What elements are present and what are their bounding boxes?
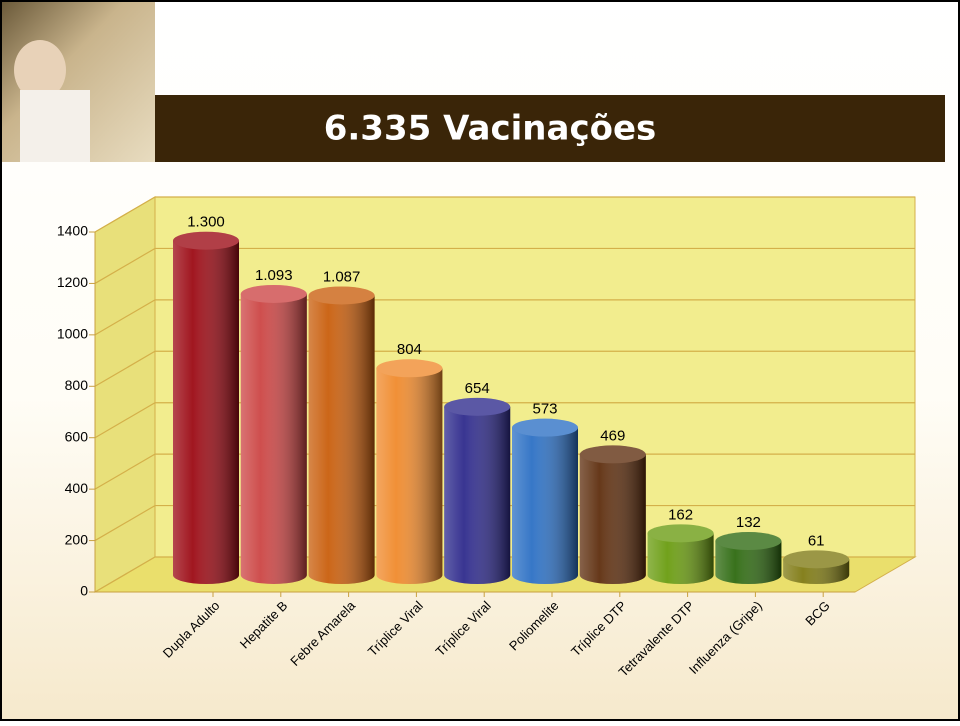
bar-top-highlight (512, 419, 578, 437)
bar-top-highlight (580, 445, 646, 463)
y-tick-label: 1400 (57, 223, 88, 239)
value-label: 573 (532, 401, 557, 418)
value-label: 804 (397, 341, 422, 358)
bar-top-highlight (648, 524, 714, 542)
bar-shade (309, 295, 375, 584)
bar-shade (376, 368, 442, 584)
bar-top-highlight (376, 359, 442, 377)
value-label: 162 (668, 506, 693, 523)
value-label: 469 (600, 427, 625, 444)
bar-top-highlight (783, 550, 849, 568)
side-wall (95, 197, 155, 592)
slide: 6.335 Vacinações 0 200 400 600 800 1000 1200 14… (0, 0, 960, 721)
value-label: 654 (465, 380, 490, 397)
bar-top-highlight (173, 232, 239, 250)
value-label: 1.300 (187, 214, 225, 231)
bar-shade (444, 407, 510, 584)
bar-top-highlight (715, 532, 781, 550)
y-tick-label: 400 (65, 480, 89, 496)
photo-figure (20, 90, 90, 162)
y-tick-label: 1200 (57, 274, 88, 290)
y-tick-label: 200 (65, 531, 89, 547)
value-label: 132 (736, 514, 761, 531)
y-tick-label: 0 (80, 583, 88, 599)
bar-top-highlight (241, 285, 307, 303)
bar-top-highlight (309, 286, 375, 304)
bar-shade (512, 428, 578, 584)
chart-title: 6.335 Vacinações (324, 109, 657, 149)
page: {"chart_data": {"type": "bar3d", "title"… (0, 0, 960, 726)
y-tick-label: 1000 (57, 326, 88, 342)
value-label: 1.093 (255, 267, 293, 284)
y-tick-label: 800 (65, 377, 89, 393)
value-label: 61 (808, 532, 825, 549)
bar-shade (173, 241, 239, 584)
bar-top-highlight (444, 398, 510, 416)
y-tick-label: 600 (65, 428, 89, 444)
bar-shade (241, 294, 307, 584)
bar-shade (580, 454, 646, 584)
value-label: 1.087 (323, 268, 361, 285)
